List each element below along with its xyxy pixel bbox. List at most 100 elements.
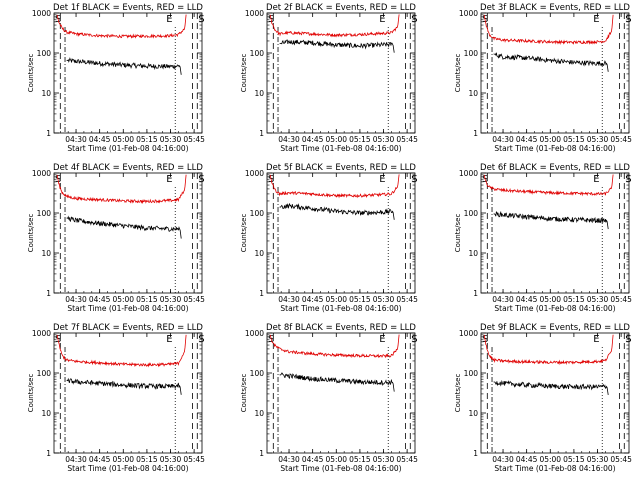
x-tick-label: 05:30 (160, 295, 182, 304)
x-tick-label: 05:00 (325, 455, 347, 464)
x-tick-label: 04:45 (89, 135, 111, 144)
y-tick-label: 1 (259, 449, 264, 458)
y-tick-label: 1000 (32, 9, 51, 18)
plot-frame (53, 172, 203, 294)
x-tick-label: 05:00 (325, 295, 347, 304)
x-tick-label: 04:45 (89, 295, 111, 304)
end-marker-label: E (593, 174, 599, 185)
x-tick-label: 05:00 (112, 295, 134, 304)
x-tick-label: 05:30 (160, 455, 182, 464)
y-tick-label: 1000 (459, 329, 478, 338)
x-tick-label: 05:00 (539, 135, 561, 144)
y-tick-label: 100 (37, 49, 52, 58)
chart-title: Det 2f BLACK = Events, RED = LLD (266, 3, 416, 13)
x-tick-label: 04:45 (516, 135, 538, 144)
x-tick-label: 04:45 (89, 455, 111, 464)
y-tick-label: 100 (250, 209, 265, 218)
chart-panel-3: Det 3f BLACK = Events, RED = LLD 1 10 100 10… (454, 3, 632, 153)
plot-frame (53, 332, 203, 454)
chart-panel-4: Det 4f BLACK = Events, RED = LLD 1 10 100 10… (27, 163, 205, 313)
x-tick-label: 04:45 (516, 455, 538, 464)
y-tick-label: 1000 (459, 169, 478, 178)
x-tick-label: 05:45 (610, 135, 632, 144)
x-tick-label: 04:30 (65, 455, 87, 464)
y-axis-label: Counts/sec (240, 214, 248, 253)
plot-frame (266, 332, 416, 454)
end-marker-s-label: S (198, 334, 204, 345)
y-axis-label: Counts/sec (454, 374, 462, 413)
y-tick-label: 100 (37, 209, 52, 218)
chart-panel-7: Det 7f BLACK = Events, RED = LLD 1 10 100 10… (27, 323, 205, 473)
lld-series-line (269, 14, 400, 38)
x-tick-label: 05:30 (160, 135, 182, 144)
plot-frame (266, 12, 416, 134)
events-series-line (66, 57, 182, 75)
end-marker-s-label: S (411, 334, 417, 345)
plot-frame (266, 172, 416, 294)
y-tick-label: 10 (468, 409, 478, 418)
y-axis-label: Counts/sec (27, 54, 35, 93)
events-series-line (493, 210, 609, 230)
x-tick-label: 05:45 (610, 295, 632, 304)
chart-title: Det 9f BLACK = Events, RED = LLD (480, 323, 630, 333)
end-marker-s-label: S (625, 14, 631, 25)
events-series-line (66, 215, 182, 239)
y-axis-label: Counts/sec (240, 374, 248, 413)
x-tick-label: 05:30 (373, 455, 395, 464)
y-tick-label: 1000 (245, 169, 264, 178)
y-tick-label: 1000 (245, 9, 264, 18)
end-marker-label: E (166, 334, 172, 345)
y-tick-label: 1 (473, 449, 478, 458)
x-tick-label: 04:30 (278, 135, 300, 144)
x-tick-label: 05:45 (183, 295, 205, 304)
events-series-line (279, 39, 395, 53)
x-axis-label: Start Time (01-Feb-08 04:16:00) (494, 144, 615, 153)
lld-series-line (56, 334, 187, 368)
end-marker-s-label: S (198, 174, 204, 185)
x-tick-label: 04:30 (278, 455, 300, 464)
lld-series-line (483, 174, 614, 197)
x-tick-label: 05:45 (183, 135, 205, 144)
x-tick-label: 05:15 (349, 135, 371, 144)
x-tick-label: 04:30 (492, 455, 514, 464)
x-axis-label: Start Time (01-Feb-08 04:16:00) (494, 304, 615, 313)
plot-frame (53, 12, 203, 134)
events-series-line (493, 379, 609, 396)
plot-frame (480, 12, 630, 134)
y-tick-label: 100 (250, 49, 265, 58)
y-axis-label: Counts/sec (240, 54, 248, 93)
y-tick-label: 1000 (32, 169, 51, 178)
lld-series-line (56, 174, 187, 205)
end-marker-label: E (166, 14, 172, 25)
x-axis-label: Start Time (01-Feb-08 04:16:00) (280, 304, 401, 313)
x-tick-label: 05:00 (539, 455, 561, 464)
y-axis-label: Counts/sec (27, 374, 35, 413)
chart-panel-8: Det 8f BLACK = Events, RED = LLD 1 10 100 10… (240, 323, 418, 473)
x-tick-label: 05:30 (587, 455, 609, 464)
x-tick-label: 04:30 (492, 135, 514, 144)
lld-series-line (269, 174, 400, 199)
y-axis-label: Counts/sec (454, 54, 462, 93)
y-axis-label: Counts/sec (27, 214, 35, 253)
x-tick-label: 04:30 (65, 295, 87, 304)
x-tick-label: 05:45 (396, 455, 418, 464)
y-tick-label: 1 (259, 289, 264, 298)
x-tick-label: 04:45 (302, 455, 324, 464)
y-tick-label: 1000 (245, 329, 264, 338)
chart-panel-1: Det 1f BLACK = Events, RED = LLD 1 10 100 10… (27, 3, 205, 153)
y-tick-label: 1 (46, 289, 51, 298)
x-axis-label: Start Time (01-Feb-08 04:16:00) (67, 464, 188, 473)
y-tick-label: 10 (41, 409, 51, 418)
y-tick-label: 1 (46, 129, 51, 138)
y-tick-label: 1 (473, 129, 478, 138)
y-tick-label: 1000 (32, 329, 51, 338)
x-axis-label: Start Time (01-Feb-08 04:16:00) (67, 144, 188, 153)
chart-title: Det 8f BLACK = Events, RED = LLD (266, 323, 416, 333)
x-tick-label: 05:00 (539, 295, 561, 304)
x-tick-label: 04:30 (278, 295, 300, 304)
chart-panel-9: Det 9f BLACK = Events, RED = LLD 1 10 100 10… (454, 323, 632, 473)
x-tick-label: 05:30 (373, 135, 395, 144)
plot-frame (480, 172, 630, 294)
events-series-line (493, 52, 609, 72)
x-tick-label: 05:00 (112, 455, 134, 464)
